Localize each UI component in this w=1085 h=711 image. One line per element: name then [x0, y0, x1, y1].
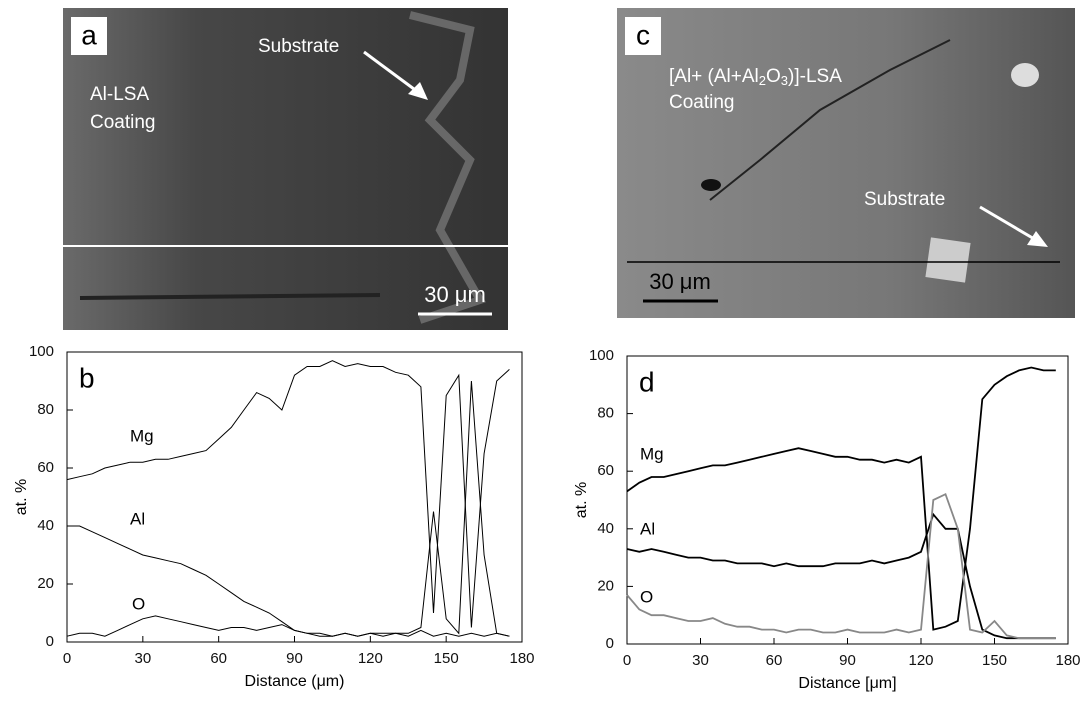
- y-tick-label: 0: [606, 635, 614, 652]
- x-tick-label: 120: [358, 650, 383, 667]
- series-line: [626, 492, 1056, 640]
- panel-label: a: [81, 19, 97, 50]
- series-label: Mg: [640, 444, 664, 463]
- coating-part: [Al+ (Al+Al: [669, 66, 759, 87]
- sem-image-a: a Substrate Al-LSA Coating 30 μm: [63, 8, 508, 330]
- x-tick-label: 180: [1055, 652, 1080, 669]
- series-label: O: [640, 587, 653, 606]
- series-line: [66, 615, 510, 637]
- coating-part: O: [766, 66, 781, 87]
- coating-label: Coating: [669, 92, 735, 113]
- panel-title: b: [79, 362, 95, 393]
- x-axis-label: Distance [μm]: [798, 675, 896, 692]
- y-tick-label: 80: [37, 401, 54, 418]
- series-label: O: [132, 594, 145, 613]
- x-tick-label: 150: [434, 650, 459, 667]
- coating-part: )]-LSA: [788, 66, 842, 87]
- substrate-label: Substrate: [864, 189, 945, 210]
- coating-label: Coating: [90, 112, 156, 133]
- x-tick-label: 30: [134, 650, 151, 667]
- scale-bar-label: 30 μm: [424, 282, 486, 307]
- coating-part: 2: [759, 73, 766, 88]
- sem-image-c: c [Al+ (Al+Al2O3)]-LSA Coating Substrate…: [617, 8, 1075, 318]
- coating-label: [Al+ (Al+Al2O3)]-LSA: [669, 66, 842, 88]
- y-tick-label: 100: [29, 343, 54, 360]
- substrate-label: Substrate: [258, 36, 339, 57]
- x-tick-label: 150: [982, 652, 1007, 669]
- series-line: [66, 360, 510, 628]
- series-line: [626, 512, 1056, 640]
- y-tick-label: 80: [597, 405, 614, 422]
- series-label: Mg: [130, 426, 154, 445]
- x-tick-label: 0: [623, 652, 631, 669]
- series-line: [67, 380, 510, 637]
- y-tick-label: 0: [46, 633, 54, 650]
- coating-part: 3: [781, 73, 788, 88]
- x-tick-label: 30: [692, 652, 709, 669]
- y-tick-label: 40: [597, 520, 614, 537]
- y-tick-label: 40: [37, 517, 54, 534]
- x-tick-label: 180: [509, 650, 534, 667]
- scale-bar-label: 30 μm: [649, 269, 711, 294]
- series-label: Al: [640, 519, 655, 538]
- x-tick-label: 120: [908, 652, 933, 669]
- coating-label: Al-LSA: [90, 84, 149, 105]
- y-tick-label: 20: [37, 575, 54, 592]
- x-tick-label: 60: [210, 650, 227, 667]
- panel-title: d: [639, 366, 655, 397]
- y-tick-label: 60: [37, 459, 54, 476]
- x-tick-label: 60: [766, 652, 783, 669]
- plot-frame: [626, 355, 1069, 645]
- x-tick-label: 0: [63, 650, 71, 667]
- y-tick-label: 100: [589, 347, 614, 364]
- y-tick-label: 20: [597, 577, 614, 594]
- y-axis-label: at. %: [13, 479, 30, 515]
- x-tick-label: 90: [286, 650, 303, 667]
- y-axis-label: at. %: [573, 482, 590, 518]
- series-label: Al: [130, 509, 145, 528]
- x-axis-label: Distance (μm): [245, 673, 345, 690]
- series-line: [626, 366, 1056, 631]
- y-tick-label: 60: [597, 462, 614, 479]
- panel-label: c: [636, 19, 650, 50]
- x-tick-label: 90: [839, 652, 856, 669]
